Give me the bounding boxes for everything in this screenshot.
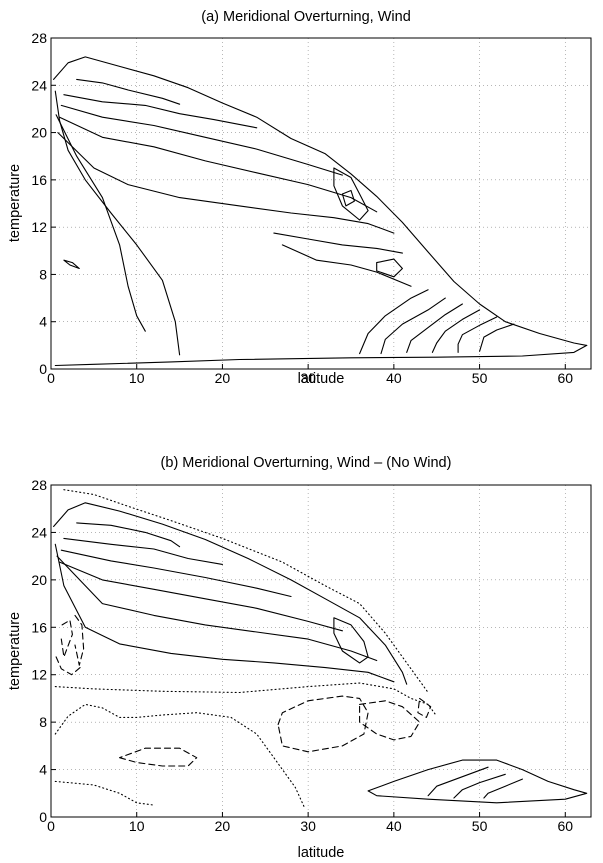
contour-line-dashed	[74, 614, 85, 666]
y-tick-label-b: 20	[31, 572, 47, 588]
y-tick-label-b: 0	[39, 809, 47, 825]
y-tick-label-a: 12	[31, 219, 47, 235]
y-tick-label-a: 20	[31, 125, 47, 141]
y-tick-label-a: 16	[31, 172, 47, 188]
x-tick-label-b: 20	[215, 818, 231, 834]
contour-line-solid	[406, 303, 463, 353]
contour-line-solid	[60, 104, 343, 176]
contour-line-dashed	[119, 747, 198, 767]
contour-line-dotted	[54, 703, 305, 807]
x-tick-label-b: 0	[47, 818, 55, 834]
x-tick-label-a: 60	[557, 370, 573, 386]
x-tick-label-a: 10	[129, 370, 145, 386]
contour-line-dotted	[54, 682, 438, 717]
contour-line-dashed	[277, 695, 369, 753]
chart-title-b: (b) Meridional Overturning, Wind – (No W…	[161, 455, 452, 471]
contour-line-dotted	[63, 489, 429, 694]
y-tick-label-b: 28	[31, 477, 47, 493]
contour-line-solid	[54, 344, 588, 367]
contour-line-dashed	[55, 656, 81, 676]
y-tick-label-a: 4	[39, 314, 47, 330]
contour-line-solid	[359, 289, 429, 355]
contour-line-solid	[60, 549, 292, 598]
chart-title-a: (a) Meridional Overturning, Wind	[201, 9, 411, 25]
y-tick-label-b: 8	[39, 714, 47, 730]
panel-b: (b) Meridional Overturning, Wind – (No W…	[7, 455, 592, 861]
contour-line-solid	[367, 759, 588, 804]
x-tick-label-a: 20	[215, 370, 231, 386]
contour-line-dashed	[359, 700, 421, 741]
contour-line-solid	[76, 78, 181, 105]
x-tick-label-b: 50	[472, 818, 488, 834]
contour-line-solid	[281, 244, 412, 287]
x-tick-label-a: 30	[300, 370, 316, 386]
plot-frame-b	[50, 484, 592, 818]
contour-line-solid	[56, 555, 378, 662]
contour-line-solid	[333, 167, 369, 221]
contour-line-solid	[333, 617, 369, 664]
x-axis-label-b: latitude	[298, 845, 345, 861]
contour-line-dashed	[417, 697, 432, 718]
contour-line-solid	[57, 132, 395, 234]
panel-a: (a) Meridional Overturning, Wind 0 10 20 30…	[7, 9, 592, 387]
contour-line-solid	[54, 543, 395, 683]
x-tick-label-a: 40	[386, 370, 402, 386]
y-axis-label-b: temperature	[7, 612, 23, 690]
contour-line-solid	[59, 116, 378, 213]
x-tick-label-a: 0	[47, 370, 55, 386]
contour-line-solid	[76, 522, 181, 548]
y-tick-label-b: 12	[31, 667, 47, 683]
y-axis-label-a: temperature	[7, 164, 23, 242]
contour-line-solid	[53, 502, 408, 685]
y-tick-label-a: 0	[39, 361, 47, 377]
contour-line-solid	[427, 766, 489, 797]
y-tick-label-a: 24	[31, 77, 47, 93]
contour-line-solid	[59, 561, 343, 632]
contour-line-solid	[63, 259, 80, 270]
y-tick-label-b: 16	[31, 619, 47, 635]
y-tick-label-a: 28	[31, 30, 47, 46]
x-tick-label-a: 50	[472, 370, 488, 386]
contour-line-dashed	[60, 619, 73, 658]
x-tick-label-b: 60	[557, 818, 573, 834]
contour-line-solid	[457, 316, 498, 353]
plot-frame-a	[50, 37, 592, 370]
contour-line-solid	[483, 778, 523, 799]
x-tick-label-b: 30	[300, 818, 316, 834]
x-tick-label-b: 40	[386, 818, 402, 834]
x-tick-label-b: 10	[129, 818, 145, 834]
contour-line-dotted	[54, 780, 155, 806]
x-axis-label-a: latitude	[298, 371, 345, 387]
contour-line-solid	[55, 114, 146, 332]
contour-line-solid	[54, 90, 181, 356]
y-tick-label-b: 4	[39, 762, 47, 778]
contour-line-solid	[63, 94, 258, 129]
y-tick-label-a: 8	[39, 266, 47, 282]
contour-line-solid	[431, 309, 481, 353]
contour-line-solid	[376, 258, 403, 278]
y-tick-label-b: 24	[31, 524, 47, 540]
contour-line-solid	[341, 189, 355, 207]
contour-line-solid	[53, 56, 588, 346]
contour-line-solid	[380, 297, 446, 355]
contour-line-solid	[453, 773, 506, 799]
contour-line-solid	[273, 232, 403, 254]
contour-line-solid	[63, 537, 223, 565]
contour-line-solid	[479, 323, 515, 352]
